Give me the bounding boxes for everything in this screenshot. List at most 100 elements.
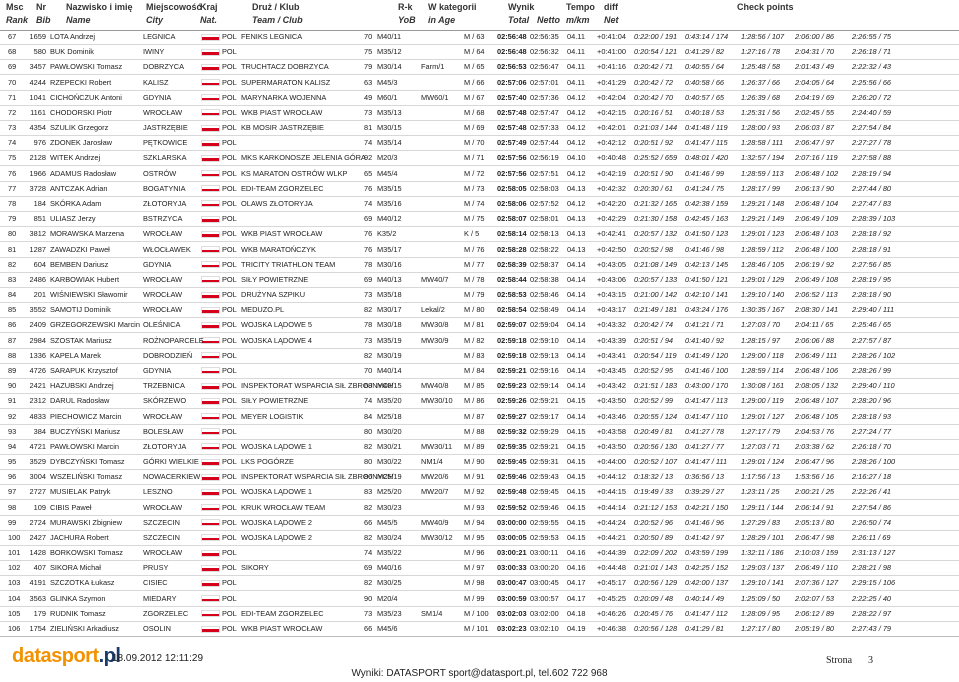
cell: POL (222, 305, 237, 315)
cell: 0:41:47 / 111 (685, 457, 728, 467)
cell: WŁOCŁAWEK (143, 244, 191, 254)
cell: 66 (364, 624, 373, 634)
cell: M / 71 (464, 153, 485, 163)
flag (201, 428, 220, 436)
row-separator (0, 514, 959, 516)
cell: 02:59:18 (497, 335, 527, 345)
cell: 1:27:16 / 78 (741, 47, 781, 57)
cell: 1:28:59 / 113 (741, 168, 784, 178)
cell: 02:59:48 (497, 487, 527, 497)
cell: 02:58:49 (530, 305, 559, 315)
cell: 1:29:03 / 137 (741, 563, 785, 573)
cell: 0:20:51 / 92 (634, 138, 674, 148)
cell: 02:57:56 (497, 168, 527, 178)
cell: 84 (8, 290, 17, 300)
cell: 1:28:09 / 95 (741, 608, 781, 618)
cell: 02:59:14 (530, 381, 559, 391)
cell: POL (222, 168, 237, 178)
cell: 76 (364, 183, 373, 193)
cell: M30/14 (377, 62, 402, 72)
cell: 92 (364, 153, 373, 163)
row-separator (0, 74, 959, 76)
cell: POL (222, 487, 237, 497)
cell: EDI-TEAM ZGORZELEC (241, 608, 324, 618)
cell: GDYNIA (143, 259, 172, 269)
flag (201, 261, 220, 269)
row-separator (0, 210, 959, 212)
cell: 02:59:27 (497, 411, 527, 421)
cell: 02:58:46 (530, 290, 559, 300)
cell: 1:28:58 / 111 (741, 138, 784, 148)
cell: POL (222, 593, 237, 603)
cell: 1:53:56 / 16 (795, 472, 835, 482)
cell: 75 (8, 153, 17, 163)
cell: WROCŁAW (143, 274, 183, 284)
cell: M / 83 (464, 350, 485, 360)
cell: M / 72 (464, 168, 485, 178)
cell: 2:22:26 / 41 (852, 487, 892, 497)
cell: 78 (364, 259, 373, 269)
cell: CICHOŃCZUK Antoni (50, 92, 122, 102)
cell: 02:56:47 (530, 62, 559, 72)
cell: 2:28:18 / 92 (852, 229, 892, 239)
cell: WKB PIAST WROCŁAW (241, 624, 323, 634)
cell: 0:41:50 / 121 (685, 274, 729, 284)
cell: 02:57:49 (497, 138, 527, 148)
cell: 87 (8, 335, 17, 345)
cell: M30/19 (377, 350, 402, 360)
row-separator (0, 590, 959, 592)
cell: 82 (8, 259, 17, 269)
cell: 0:40:55 / 64 (685, 62, 725, 72)
cell: M / 67 (464, 92, 485, 102)
cell: POL (222, 502, 237, 512)
row-separator (0, 302, 959, 304)
cell: 2:02:45 / 55 (795, 107, 835, 117)
cell: 0:20:57 / 132 (634, 229, 678, 239)
cell: 0:20:56 / 129 (634, 578, 678, 588)
cell: 2:25:46 / 65 (852, 320, 892, 330)
cell: SIŁY POWIETRZNE (241, 274, 309, 284)
cell: +0:43:50 (597, 396, 626, 406)
cell: 1:28:00 / 93 (741, 123, 781, 133)
cell: +0:43:39 (597, 335, 626, 345)
cell: 82 (364, 305, 373, 315)
cell: 2:00:21 / 25 (795, 487, 835, 497)
cell: 02:59:29 (530, 426, 559, 436)
cell: 82 (364, 578, 373, 588)
cell: 0:40:57 / 65 (685, 92, 725, 102)
cell: 83 (364, 487, 373, 497)
cell: 1:32:11 / 186 (741, 548, 784, 558)
cell: 2:25:56 / 66 (852, 77, 892, 87)
cell: 02:56:32 (530, 47, 559, 57)
cell: MORAWSKA Marzena (50, 229, 125, 239)
cell: 02:57:47 (530, 107, 559, 117)
cell: 02:58:14 (497, 229, 527, 239)
cell: POL (222, 92, 237, 102)
cell: POL (222, 608, 237, 618)
row-separator (0, 560, 959, 562)
cell: 04.14 (567, 259, 586, 269)
cell: 74 (8, 138, 17, 148)
header-label: Wynik (508, 2, 535, 12)
cell: WROCŁAW (143, 229, 183, 239)
flag (201, 291, 220, 299)
cell: 2:16:27 / 18 (852, 472, 892, 482)
cell: 82 (364, 441, 373, 451)
cell: 0:20:30 / 61 (634, 183, 674, 193)
flag (201, 230, 220, 238)
cell: M60/1 (377, 92, 398, 102)
logo-text: datasport (12, 645, 99, 667)
cell: 0:21:49 / 181 (634, 305, 678, 315)
row-separator (0, 165, 959, 167)
cell: 0:20:56 / 130 (634, 441, 678, 451)
cell: 02:58:06 (497, 198, 527, 208)
cell: 0:41:48 / 119 (685, 123, 728, 133)
cell: 69 (8, 62, 17, 72)
cell: MW30/11 (421, 441, 453, 451)
cell: PĘTKOWICE (143, 138, 188, 148)
cell: LKS POGÓRZE (241, 457, 294, 467)
header-label: Nazwisko i imię (66, 2, 133, 12)
cell: M40/15 (377, 381, 402, 391)
logo: datasport.pl (12, 645, 121, 668)
